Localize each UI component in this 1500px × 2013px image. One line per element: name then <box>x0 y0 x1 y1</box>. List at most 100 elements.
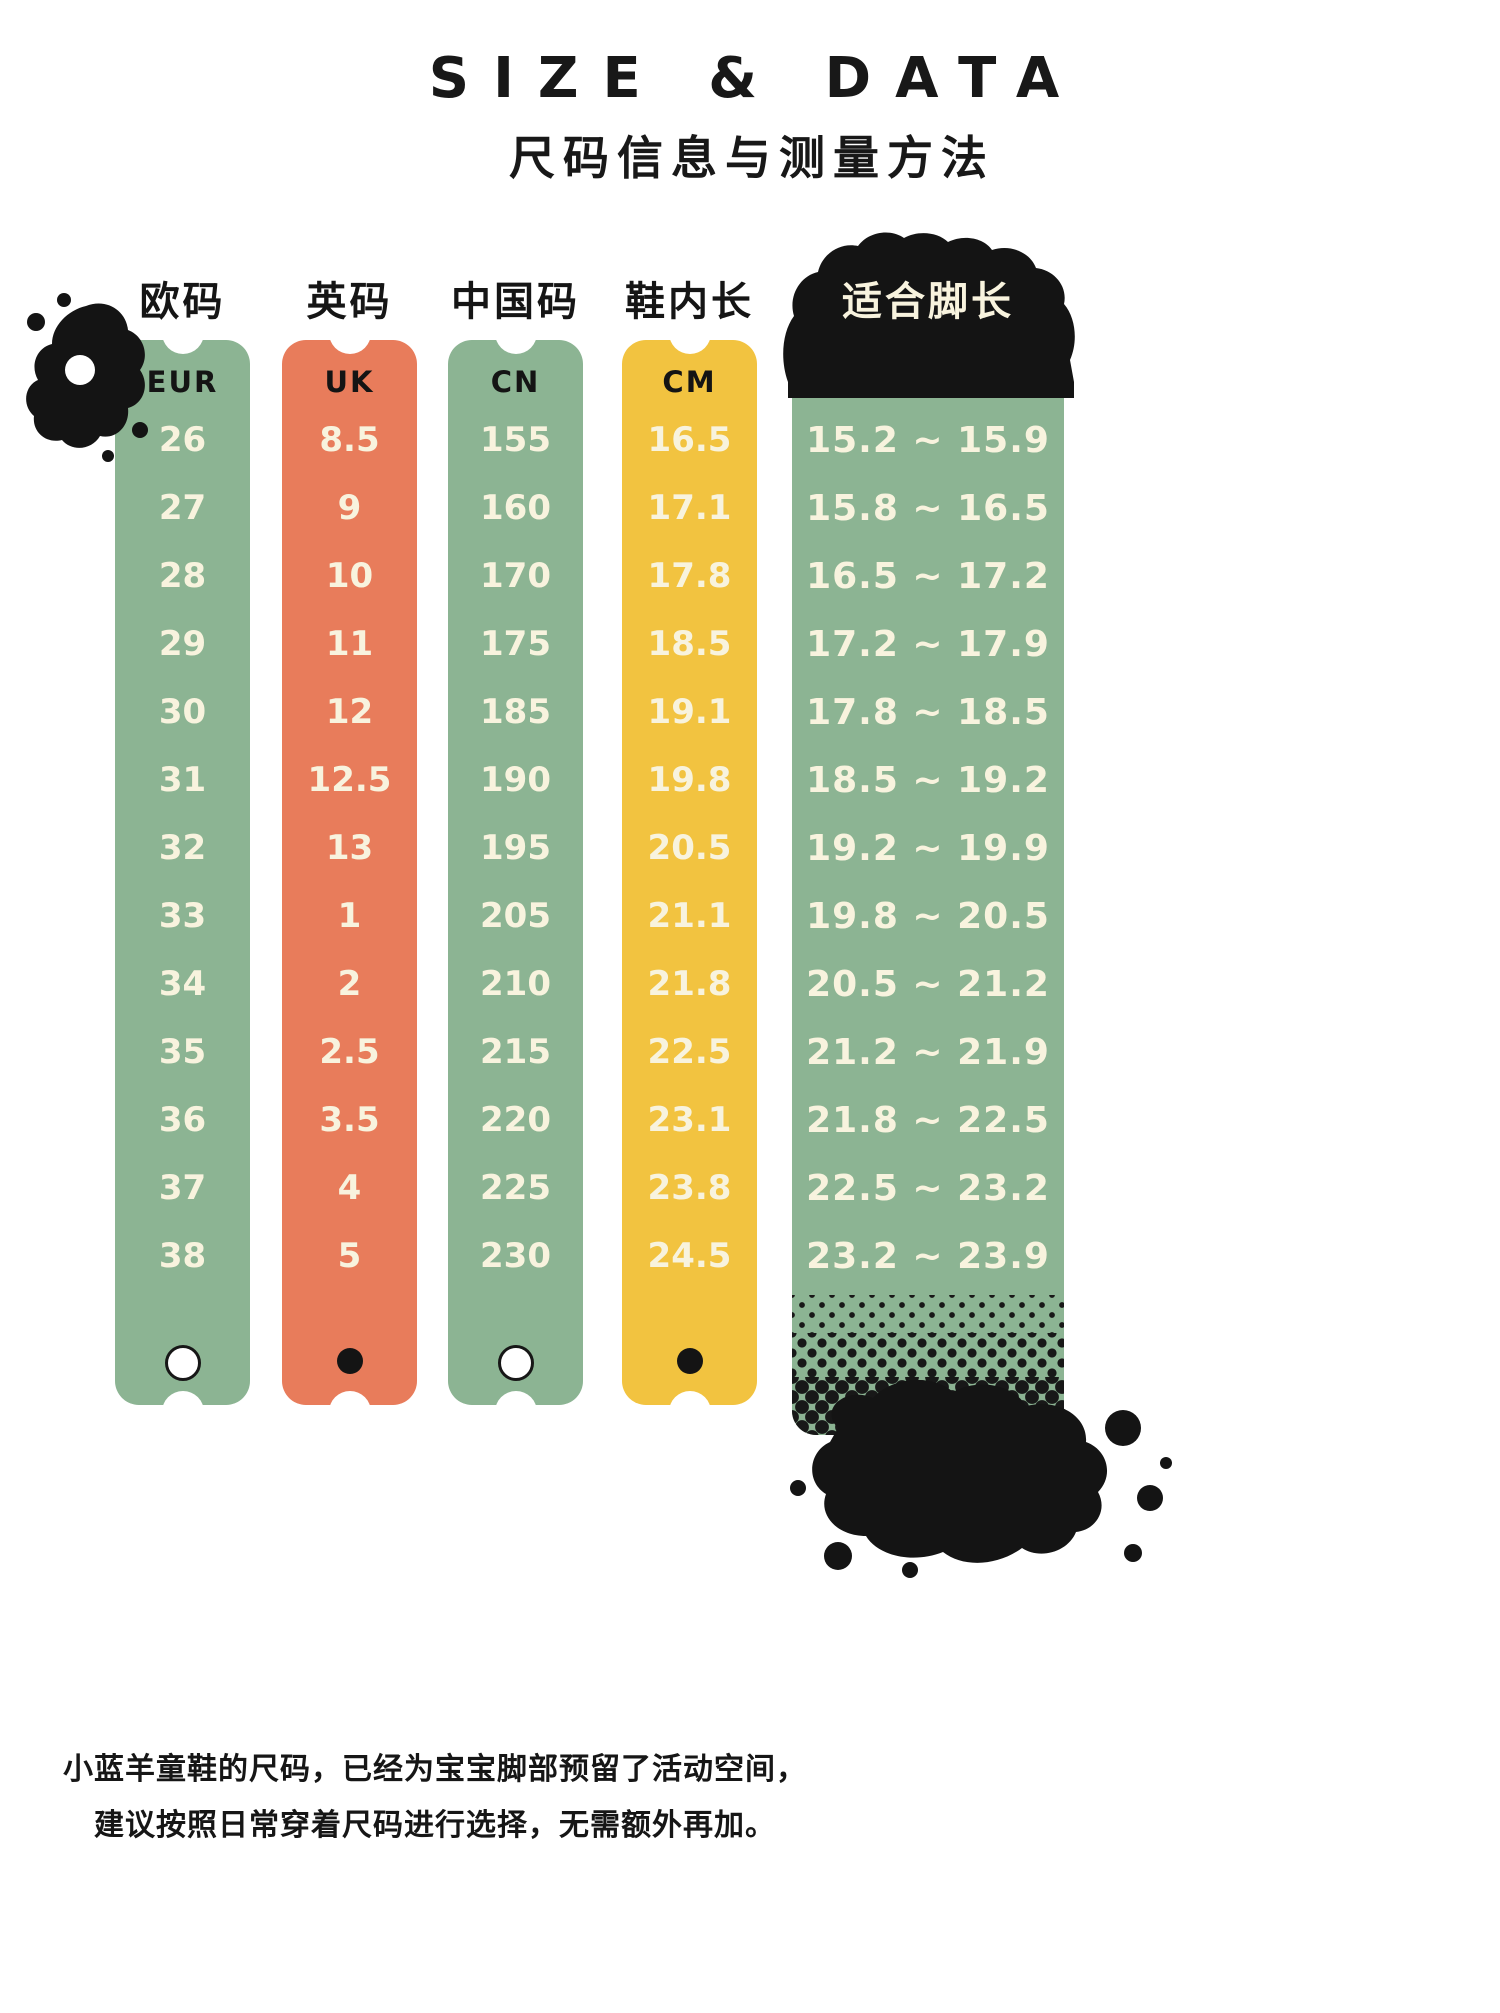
size-value: 21.8 ~ 22.5 <box>806 1099 1050 1141</box>
strip-top-notch <box>161 312 204 354</box>
size-value: 16.5 <box>647 420 732 460</box>
size-value: 8.5 <box>319 420 380 460</box>
column-eur: EUR 26 27 28 29 30 31 32 33 34 35 36 37 38 <box>115 312 250 1433</box>
strip-bottom-notch <box>328 1391 371 1433</box>
strip-bottom-notch <box>494 1391 537 1433</box>
insole-length-values: 16.5 17.1 17.8 18.5 19.1 19.8 20.5 21.1 21.8 22.5… <box>622 406 757 1290</box>
unit-label-uk: UK <box>324 365 375 399</box>
size-value: 24.5 <box>647 1236 732 1276</box>
size-value: 19.8 ~ 20.5 <box>806 895 1050 937</box>
size-value: 29 <box>158 624 207 664</box>
cn-values: 155 160 170 175 185 190 195 205 210 215 220 225 230 <box>448 406 583 1290</box>
strip-bottom-notch <box>668 1391 711 1433</box>
size-value: 20.5 ~ 21.2 <box>806 963 1050 1005</box>
unit-label-cn: CN <box>490 365 541 399</box>
page-title: SIZE & DATA <box>428 46 1084 111</box>
size-value: 210 <box>480 964 551 1004</box>
size-value: 185 <box>480 692 551 732</box>
size-value: 23.2 ~ 23.9 <box>806 1235 1050 1277</box>
size-value: 19.2 ~ 19.9 <box>806 827 1050 869</box>
column-header-insole-length: 鞋内长 <box>625 279 754 325</box>
size-value: 19.1 <box>647 692 732 732</box>
size-value: 21.2 ~ 21.9 <box>806 1031 1050 1073</box>
strip-top-notch <box>328 312 371 354</box>
column-header-eur: 欧码 <box>139 279 226 325</box>
eur-values: 26 27 28 29 30 31 32 33 34 35 36 37 38 <box>115 406 250 1290</box>
size-value: 15.2 ~ 15.9 <box>806 419 1050 461</box>
size-value: 2 <box>337 964 362 1004</box>
size-value: 155 <box>480 420 551 460</box>
size-value: 5 <box>337 1236 362 1276</box>
size-value: 205 <box>480 896 551 936</box>
size-value: 36 <box>158 1100 207 1140</box>
size-value: 26 <box>158 420 207 460</box>
size-value: 10 <box>325 556 374 596</box>
column-insole-length: CM 16.5 17.1 17.8 18.5 19.1 19.8 20.5 21.1 21.8 2… <box>622 312 757 1433</box>
size-value: 16.5 ~ 17.2 <box>806 555 1050 597</box>
size-value: 2.5 <box>319 1032 380 1072</box>
size-value: 12 <box>325 692 374 732</box>
size-value: 220 <box>480 1100 551 1140</box>
strip-bottom-notch <box>161 1391 204 1433</box>
size-value: 13 <box>325 828 374 868</box>
size-value: 225 <box>480 1168 551 1208</box>
size-value: 12.5 <box>307 760 392 800</box>
size-value: 31 <box>158 760 207 800</box>
column-fit-foot-length: CM 15.2 ~ 15.915.8 ~ 16.516.5 ~ 17.217.2… <box>792 340 1064 1435</box>
page-subtitle: 尺码信息与测量方法 <box>509 131 995 185</box>
size-value: 23.8 <box>647 1168 732 1208</box>
size-value: 38 <box>158 1236 207 1276</box>
size-value: 160 <box>480 488 551 528</box>
size-value: 35 <box>158 1032 207 1072</box>
footer-note-line1: 小蓝羊童鞋的尺码，已经为宝宝脚部预留了活动空间， <box>63 1752 807 1787</box>
size-value: 34 <box>158 964 207 1004</box>
column-header-uk: 英码 <box>306 279 393 325</box>
size-value: 37 <box>158 1168 207 1208</box>
punch-hole-icon <box>497 1345 534 1381</box>
size-value: 32 <box>158 828 207 868</box>
size-value: 33 <box>158 896 207 936</box>
size-value: 22.5 <box>647 1032 732 1072</box>
size-value: 230 <box>480 1236 551 1276</box>
strip-top-notch <box>494 312 537 354</box>
size-value: 21.8 <box>647 964 732 1004</box>
size-value: 175 <box>480 624 551 664</box>
ink-blob-header-icon <box>783 232 1075 398</box>
dot-marker-icon <box>676 1348 703 1374</box>
column-header-fit-foot-length: 适合脚长 <box>842 279 1014 325</box>
unit-label-eur: EUR <box>146 365 219 399</box>
footer-note: 小蓝羊童鞋的尺码，已经为宝宝脚部预留了活动空间， 建议按照日常穿着尺码进行选择，… <box>55 1742 815 1853</box>
size-value: 18.5 ~ 19.2 <box>806 759 1050 801</box>
size-value: 30 <box>158 692 207 732</box>
punch-hole-icon <box>164 1345 201 1381</box>
size-value: 195 <box>480 828 551 868</box>
size-value: 215 <box>480 1032 551 1072</box>
size-value: 17.8 <box>647 556 732 596</box>
size-value: 11 <box>325 624 374 664</box>
column-uk: UK 8.5 9 10 11 12 12.5 13 1 2 2.5 3.5 4 5 <box>282 312 417 1433</box>
column-header-cn: 中国码 <box>451 279 580 325</box>
strip-top-notch <box>668 312 711 354</box>
size-value: 17.1 <box>647 488 732 528</box>
fit-foot-length-values: 15.2 ~ 15.9 15.8 ~ 16.5 16.5 ~ 17.2 17.2 ~ … <box>792 406 1064 1290</box>
dot-marker-icon <box>336 1348 363 1374</box>
size-value: 23.1 <box>647 1100 732 1140</box>
size-value: 190 <box>480 760 551 800</box>
size-value: 28 <box>158 556 207 596</box>
size-value: 20.5 <box>647 828 732 868</box>
size-value: 21.1 <box>647 896 732 936</box>
size-value: 3.5 <box>319 1100 380 1140</box>
ink-splat-bottom-right-icon <box>790 1379 1172 1578</box>
size-value: 22.5 ~ 23.2 <box>806 1167 1050 1209</box>
size-value: 9 <box>337 488 362 528</box>
ink-splat-top-left-icon <box>26 293 148 462</box>
unit-label-insole-cm: CM <box>662 365 717 399</box>
size-value: 1 <box>337 896 362 936</box>
size-value: 15.8 ~ 16.5 <box>806 487 1050 529</box>
size-value: 17.2 ~ 17.9 <box>806 623 1050 665</box>
size-value: 27 <box>158 488 207 528</box>
size-value: 18.5 <box>647 624 732 664</box>
size-value: 19.8 <box>647 760 732 800</box>
size-value: 170 <box>480 556 551 596</box>
